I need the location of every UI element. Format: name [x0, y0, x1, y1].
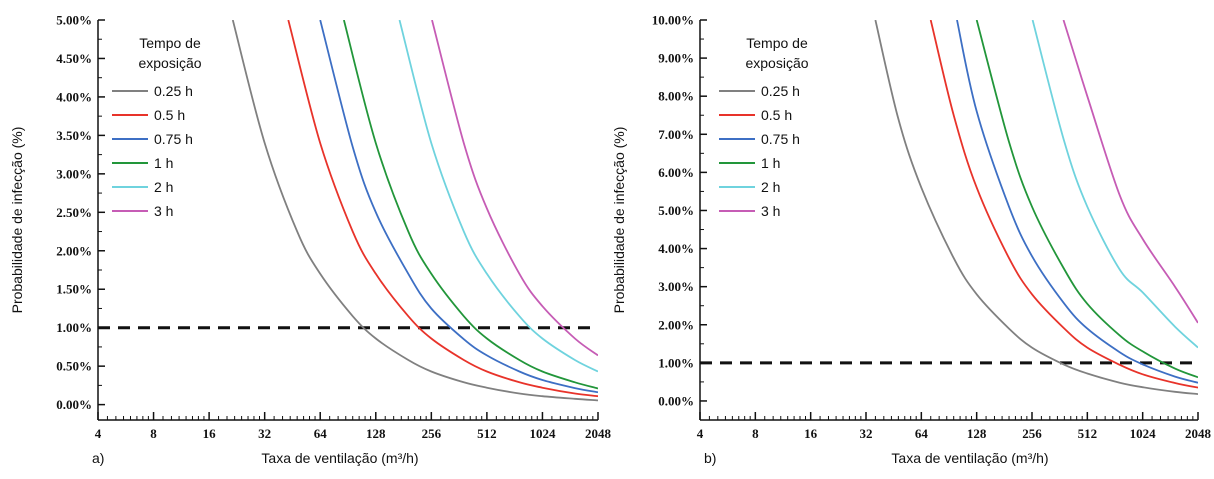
x-tick-label: 16: [804, 426, 818, 441]
y-tick-label: 1.00%: [658, 355, 694, 370]
legend-item-label: 0.75 h: [761, 131, 800, 147]
y-tick-label: 1.00%: [56, 320, 92, 335]
y-tick-label: 3.50%: [56, 128, 92, 143]
series-line-2-hh: [1031, 20, 1198, 349]
series-line-3-hh: [1062, 20, 1198, 324]
legend: Tempo de exposição 0.25 h 0.5 h 0.75 h 1 h 2 h…: [112, 35, 202, 219]
panel-label: a): [92, 450, 104, 466]
y-axis-title: Probabilidade de infecção (%): [611, 127, 627, 314]
x-tick-label: 512: [477, 426, 497, 441]
y-tick-label: 0.50%: [56, 359, 92, 374]
x-tick-label: 64: [915, 426, 929, 441]
legend-item-label: 0.5 h: [761, 107, 792, 123]
x-tick-label: 8: [150, 426, 157, 441]
x-tick-label: 64: [314, 426, 328, 441]
legend-item-label: 3 h: [154, 203, 173, 219]
y-tick-label: 4.50%: [56, 51, 92, 66]
y-tick-label: 4.00%: [658, 241, 694, 256]
x-tick-label: 1024: [1130, 426, 1157, 441]
x-tick-label: 8: [752, 426, 759, 441]
y-tick-label: 2.00%: [658, 317, 694, 332]
series-line-1-hh: [975, 20, 1198, 379]
y-tick-label: 3.00%: [658, 279, 694, 294]
legend-item-label: 0.25 h: [154, 83, 193, 99]
legend-item-label: 3 h: [761, 203, 780, 219]
y-tick-label: 6.00%: [658, 165, 694, 180]
series-line-1-hh: [343, 20, 598, 390]
y-tick-label: 0.00%: [658, 393, 694, 408]
series-line-0-5-hh: [929, 20, 1198, 389]
y-tick-label: 8.00%: [658, 89, 694, 104]
x-tick-label: 4: [95, 426, 102, 441]
y-tick-label: 4.00%: [56, 89, 92, 104]
x-tick-label: 32: [258, 426, 271, 441]
y-tick-label: 5.00%: [658, 203, 694, 218]
legend-item-label: 2 h: [761, 179, 780, 195]
series-line-0-75-hh: [319, 20, 598, 394]
y-tick-label: 0.00%: [56, 397, 92, 412]
x-tick-label: 256: [1022, 426, 1042, 441]
series-line-0-5-hh: [287, 20, 598, 398]
x-tick-label: 128: [967, 426, 987, 441]
x-axis-title: Taxa de ventilação (m³/h): [261, 450, 418, 466]
x-tick-label: 2048: [1185, 426, 1212, 441]
y-tick-label: 3.00%: [56, 166, 92, 181]
x-tick-label: 256: [422, 426, 442, 441]
series-line-0-25-hh: [231, 20, 598, 402]
y-tick-label: 5.00%: [56, 13, 92, 28]
series-line-0-25-hh: [874, 20, 1198, 395]
series-line-2-hh: [398, 20, 598, 373]
y-axis-title: Probabilidade de infecção (%): [9, 127, 25, 314]
legend-item-label: 0.5 h: [154, 107, 185, 123]
x-tick-label: 1024: [529, 426, 556, 441]
series-line-0-75-hh: [956, 20, 1198, 384]
x-tick-label: 4: [697, 426, 704, 441]
legend-item-label: 0.75 h: [154, 131, 193, 147]
x-tick-label: 128: [366, 426, 386, 441]
y-tick-label: 9.00%: [658, 51, 694, 66]
legend-item-label: 1 h: [761, 155, 780, 171]
y-tick-label: 1.50%: [56, 282, 92, 297]
x-tick-label: 32: [860, 426, 873, 441]
x-tick-label: 512: [1078, 426, 1098, 441]
legend-item-label: 1 h: [154, 155, 173, 171]
legend-item-label: 2 h: [154, 179, 173, 195]
y-tick-label: 10.00%: [652, 13, 694, 28]
legend: Tempo de exposição 0.25 h 0.5 h 0.75 h 1 h 2 h…: [719, 35, 809, 219]
x-tick-label: 2048: [585, 426, 612, 441]
x-tick-label: 16: [203, 426, 217, 441]
chart-panel-1: 4 8 16 32 64 128 256 512 1024 2048 0.00% 1.00% 2.00%…: [611, 13, 1212, 467]
y-tick-label: 7.00%: [658, 127, 694, 142]
legend-item-label: 0.25 h: [761, 83, 800, 99]
panel-label: b): [704, 450, 716, 466]
series-group: [231, 20, 598, 402]
series-group: [874, 20, 1198, 395]
chart-panel-0: 4 8 16 32 64 128 256 512 1024 2048 0.00% 0.50% 1.00%…: [9, 13, 612, 467]
y-tick-label: 2.00%: [56, 243, 92, 258]
legend-title: Tempo de exposição: [138, 35, 201, 71]
series-line-3-hh: [431, 20, 598, 357]
y-tick-label: 2.50%: [56, 205, 92, 220]
x-axis-title: Taxa de ventilação (m³/h): [891, 450, 1048, 466]
legend-title: Tempo de exposição: [745, 35, 808, 71]
